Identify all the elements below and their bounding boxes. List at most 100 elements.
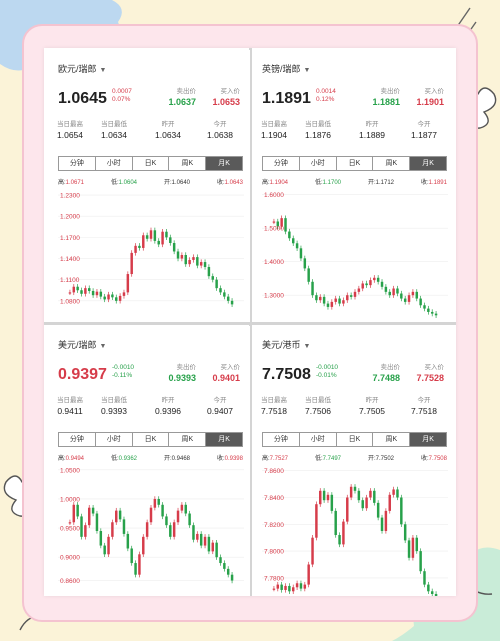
- ohlc-open-label: 开:: [367, 456, 376, 462]
- tab-hour[interactable]: 小时: [300, 433, 337, 446]
- tab-week[interactable]: 周K: [169, 157, 207, 170]
- currency-pair-selector[interactable]: 欧元/瑞郎 ▼: [58, 62, 106, 75]
- ask-label: 卖出价: [176, 88, 197, 95]
- candle-body: [91, 290, 95, 296]
- candle-body: [299, 583, 303, 589]
- bid-price[interactable]: 1.1901: [416, 97, 444, 107]
- ask-price[interactable]: 7.7488: [372, 373, 400, 383]
- candle-body: [84, 288, 87, 294]
- pair-name[interactable]: 美元/港币: [262, 340, 301, 350]
- stat-label-open: 今开: [213, 121, 227, 128]
- candle-body: [419, 551, 422, 572]
- tab-minute[interactable]: 分钟: [263, 433, 300, 446]
- stat-label-low: 当日最低: [101, 121, 127, 128]
- candle-body: [223, 292, 226, 297]
- tab-month[interactable]: 月K: [206, 433, 242, 446]
- tab-month[interactable]: 月K: [410, 157, 446, 170]
- candle-body: [149, 230, 153, 239]
- ohlc-close-label: 收:: [216, 180, 225, 186]
- stat-value-high: 1.0654: [57, 130, 83, 140]
- pair-name[interactable]: 欧元/瑞郎: [58, 64, 97, 74]
- candle-body: [369, 280, 372, 286]
- pair-name[interactable]: 美元/瑞郎: [58, 340, 97, 350]
- candle-body: [299, 248, 303, 259]
- candle-body: [176, 251, 180, 259]
- currency-pair-selector[interactable]: 英镑/瑞郎 ▼: [262, 62, 310, 75]
- change-percent: 0.07%: [112, 96, 131, 103]
- candle-body: [172, 522, 176, 537]
- ohlc-low-value: 1.1700: [322, 180, 342, 186]
- tab-minute[interactable]: 分钟: [263, 157, 300, 170]
- candle-body: [192, 525, 195, 540]
- candle-body: [192, 257, 195, 260]
- chevron-down-icon[interactable]: ▼: [303, 343, 311, 350]
- candle-body: [357, 490, 361, 501]
- chevron-down-icon[interactable]: ▼: [99, 343, 107, 350]
- stat-label-prev_close: 昨开: [365, 397, 379, 404]
- candle-body: [180, 255, 184, 259]
- chevron-down-icon[interactable]: ▼: [99, 67, 107, 74]
- candlestick-chart[interactable]: 7.8600 7.8400 7.8200 7.8000 7.7800: [262, 464, 448, 596]
- stat-value-high: 0.9411: [57, 406, 83, 416]
- ask-price[interactable]: 1.1881: [372, 97, 400, 107]
- candle-body: [72, 286, 76, 293]
- y-axis-tick-label: 1.1100: [60, 277, 80, 284]
- candle-body: [203, 536, 207, 546]
- tab-day[interactable]: 日K: [133, 157, 170, 170]
- ohlc-readout: 高:0.9494 低:0.9362 开:0.9468 收:0.9398: [58, 453, 243, 462]
- quote-panel: 美元/港币 ▼ 7.7508 -0.0010 -0.01% 卖出价 7.7488 买入价 7.7…: [252, 326, 454, 596]
- timeframe-tabs: 分钟 小时 日K 周K 月K: [262, 156, 447, 171]
- candle-body: [346, 295, 349, 301]
- tab-week[interactable]: 周K: [373, 157, 411, 170]
- candle-body: [307, 564, 310, 585]
- ohlc-high-label: 高:: [58, 180, 66, 186]
- tab-hour[interactable]: 小时: [96, 157, 133, 170]
- stat-label-open: 今开: [417, 397, 431, 404]
- candle-body: [322, 490, 326, 501]
- ohlc-low-value: 7.7497: [322, 456, 342, 462]
- candle-body: [188, 513, 191, 526]
- candle-body: [169, 525, 172, 537]
- tab-day[interactable]: 日K: [337, 157, 374, 170]
- candlestick-chart[interactable]: 1.0500 1.0000 0.9500 0.9000 0.8600: [58, 464, 244, 596]
- tab-minute[interactable]: 分钟: [59, 157, 96, 170]
- currency-pair-selector[interactable]: 美元/港币 ▼: [262, 338, 310, 351]
- ohlc-open-label: 开:: [367, 180, 376, 186]
- candle-body: [215, 542, 218, 558]
- currency-pair-selector[interactable]: 美元/瑞郎 ▼: [58, 338, 106, 351]
- ohlc-high-value: 7.7527: [269, 456, 289, 462]
- tab-week[interactable]: 周K: [373, 433, 411, 446]
- tab-day[interactable]: 日K: [337, 433, 374, 446]
- ohlc-readout: 高:1.1904 低:1.1700 开:1.1712 收:1.1891: [262, 177, 447, 186]
- ask-price[interactable]: 1.0637: [168, 97, 196, 107]
- quote-panel: 美元/瑞郎 ▼ 0.9397 -0.0010 -0.11% 卖出价 0.9393 买入价 0.9…: [48, 326, 250, 596]
- candlestick-chart[interactable]: 1.6000 1.5000 1.4000 1.3000: [262, 188, 448, 322]
- stat-label-high: 当日最高: [57, 397, 83, 404]
- tab-month[interactable]: 月K: [206, 157, 242, 170]
- candle-body: [330, 494, 334, 511]
- candle-body: [157, 240, 160, 245]
- bid-price[interactable]: 0.9401: [212, 373, 240, 383]
- ohlc-open-label: 开:: [163, 180, 172, 186]
- tab-month[interactable]: 月K: [410, 433, 446, 446]
- ask-label: 卖出价: [380, 364, 401, 371]
- pair-name[interactable]: 英镑/瑞郎: [262, 64, 301, 74]
- tab-hour[interactable]: 小时: [300, 157, 337, 170]
- tab-day[interactable]: 日K: [133, 433, 170, 446]
- candle-body: [145, 522, 149, 537]
- tab-minute[interactable]: 分钟: [59, 433, 96, 446]
- tab-week[interactable]: 周K: [169, 433, 207, 446]
- ask-price[interactable]: 0.9393: [168, 373, 196, 383]
- bid-price[interactable]: 1.0653: [212, 97, 240, 107]
- candle-body: [338, 298, 341, 304]
- candle-body: [118, 295, 122, 301]
- candle-body: [280, 584, 283, 590]
- candle-body: [388, 494, 391, 511]
- stat-value-high: 7.7518: [261, 406, 287, 416]
- candle-body: [99, 291, 103, 297]
- candlestick-chart[interactable]: 1.2300 1.2000 1.1700 1.1400 1.1100 1.0800: [58, 188, 244, 322]
- last-price: 0.9397: [58, 366, 107, 383]
- tab-hour[interactable]: 小时: [96, 433, 133, 446]
- bid-price[interactable]: 7.7528: [416, 373, 444, 383]
- chevron-down-icon[interactable]: ▼: [303, 67, 311, 74]
